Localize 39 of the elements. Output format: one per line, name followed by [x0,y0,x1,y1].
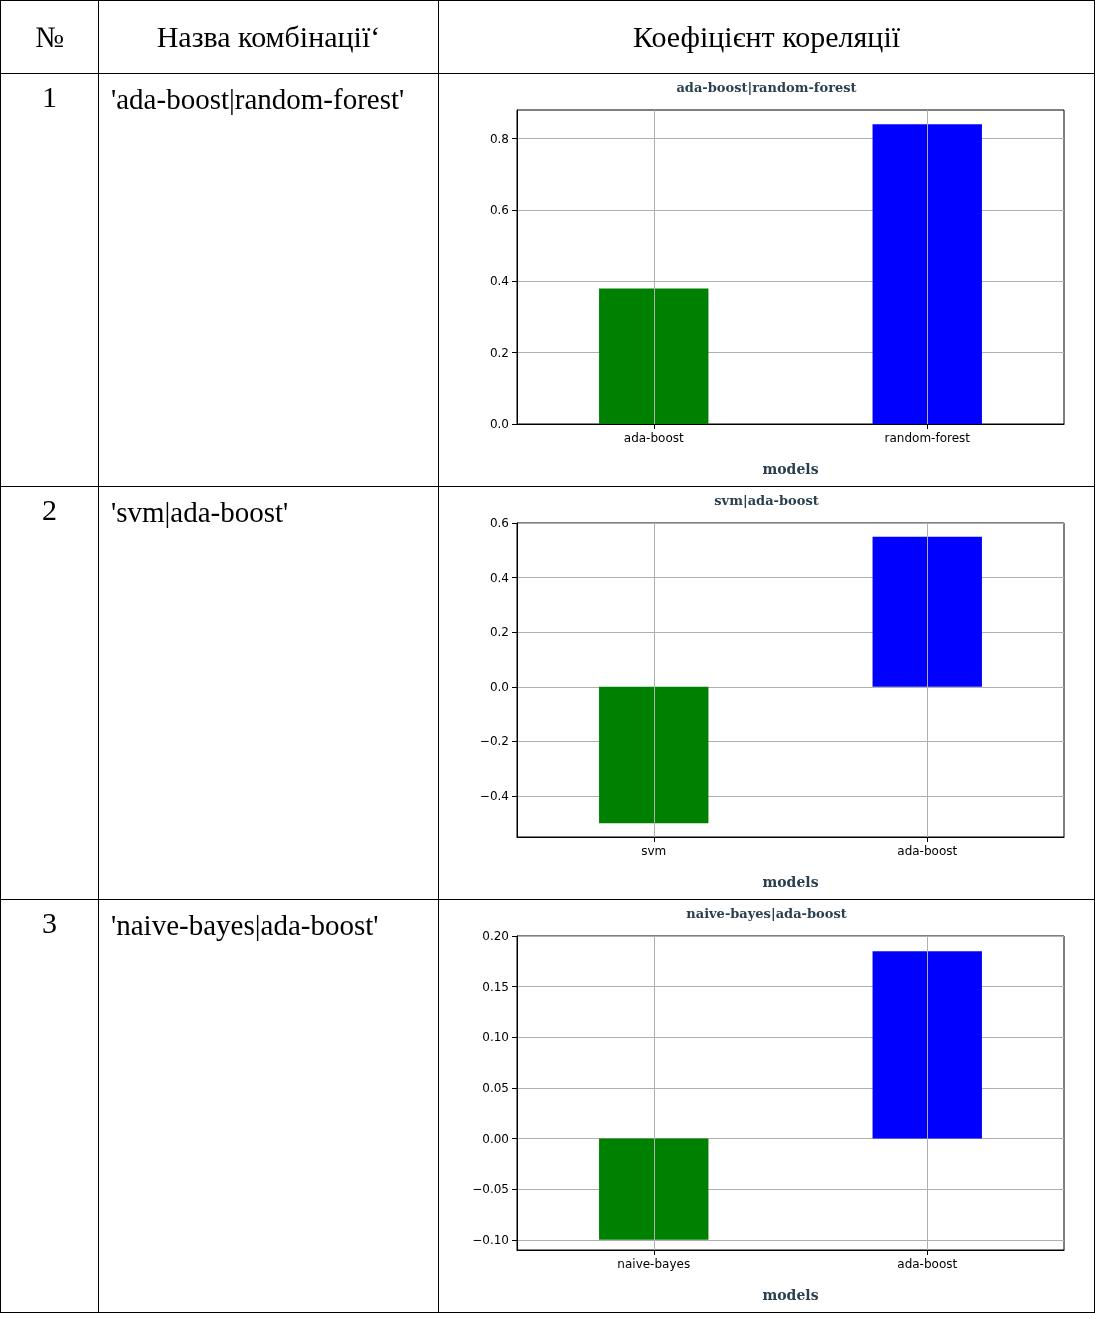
text: 'ada-boost|random-forest' [98,73,439,487]
y-tick-label: 0.20 [482,929,509,943]
chart-title: naive-bayes|ada-boost [686,906,847,921]
x-axis-title: models [762,874,819,890]
y-tick-label: 0.2 [489,625,509,640]
text: 'naive-bayes|ada-boost' [98,899,439,1313]
y-tick-label: 0.6 [489,202,509,217]
y-tick-label: 0.15 [482,979,509,994]
y-tick-label: −0.2 [479,734,509,749]
x-tick-label: ada-boost [897,844,958,858]
chart-title: svm|ada-boost [714,493,819,508]
chart-title: ada-boost|random-forest [676,80,857,95]
y-tick-label: 0.05 [482,1080,509,1095]
text: 2 [0,486,99,900]
y-tick-label: 0.0 [489,679,509,694]
x-tick-label: svm [641,844,667,858]
x-tick-label: random-forest [884,431,971,445]
x-axis-title: models [762,461,819,477]
y-tick-label: 0.2 [489,345,509,360]
y-tick-label: 0.10 [482,1030,509,1045]
y-tick-label: 0.4 [489,570,509,585]
y-tick-label: 0.00 [482,1131,509,1146]
y-tick-label: −0.05 [472,1182,509,1197]
x-tick-label: ada-boost [623,431,684,445]
y-tick-label: 0.8 [489,131,509,146]
text: 3 [0,899,99,1313]
x-tick-label: naive-bayes [617,1257,691,1271]
text: 1 [0,73,99,487]
text: Назва комбінації‘ [98,0,439,74]
y-tick-label: 0.4 [489,274,509,289]
y-tick-label: 0.0 [489,417,509,431]
text: Коефіцієнт кореляції [438,0,1095,74]
y-tick-label: −0.10 [472,1232,509,1247]
x-tick-label: ada-boost [897,1257,958,1271]
text: № [0,0,99,74]
text: 'svm|ada-boost' [98,486,439,900]
x-axis-title: models [762,1287,819,1303]
y-tick-label: −0.4 [479,789,509,804]
y-tick-label: 0.6 [489,516,509,530]
